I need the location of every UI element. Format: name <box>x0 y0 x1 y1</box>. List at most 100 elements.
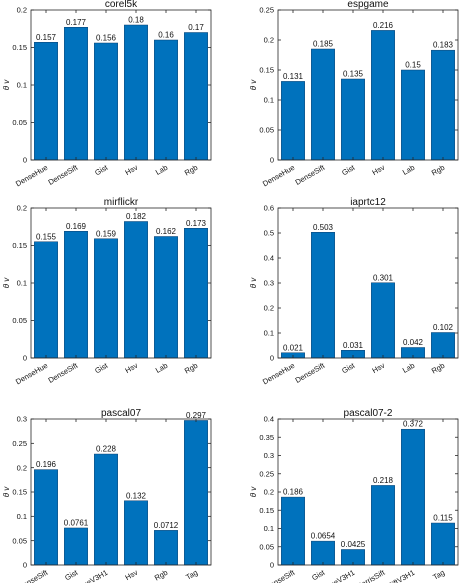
axes-box <box>30 9 212 161</box>
data-label: 0.115 <box>433 514 453 523</box>
data-label: 0.177 <box>66 18 87 27</box>
y-tick-label: 0.1 <box>264 524 274 533</box>
data-label: 0.17 <box>188 23 204 32</box>
y-tick-label: 0.1 <box>264 96 274 105</box>
x-tick-label: DenseHue <box>14 163 49 189</box>
bar <box>64 527 88 566</box>
y-tick-label: 0.2 <box>264 488 274 497</box>
y-axis-label: θ v <box>249 277 258 289</box>
y-tick-label: 0.2 <box>17 6 27 15</box>
y-tick-label: 0.25 <box>259 6 274 15</box>
y-tick-label: 0 <box>270 156 274 165</box>
y-tick-label: 0.6 <box>264 204 274 213</box>
x-tick-label: Hsv <box>371 361 387 375</box>
y-tick-label: 0.2 <box>17 204 27 213</box>
x-tick-label: DenseHue <box>14 361 49 387</box>
x-tick-label: Gist <box>93 162 110 177</box>
bar <box>124 500 148 566</box>
chart-panel: 0.131 0.185 0.135 0.216 0.15 0.183 0 0.05 0.1 0.1… <box>249 0 459 188</box>
data-label: 0.301 <box>373 273 394 282</box>
y-tick-label: 0.15 <box>12 43 27 52</box>
bar <box>431 522 455 566</box>
y-tick-label: 0.05 <box>259 126 274 135</box>
y-tick-label: 0.3 <box>264 279 274 288</box>
bar <box>94 238 118 359</box>
x-tick-label: DenseSift <box>17 567 50 583</box>
data-label: 0.216 <box>373 21 394 30</box>
x-tick-label: DenseSift <box>264 567 297 583</box>
chart-panel: 0.021 0.503 0.031 0.301 0.042 0.102 0 0.1 0.2 0.3… <box>249 197 459 387</box>
y-tick-label: 0.2 <box>17 463 27 472</box>
bar <box>184 32 208 161</box>
data-label: 0.102 <box>433 323 454 332</box>
bar <box>371 30 395 161</box>
chart-title: pascal07-2 <box>344 408 393 419</box>
axes-box <box>30 418 212 566</box>
data-label: 0.156 <box>96 34 117 43</box>
y-tick-label: 0.4 <box>264 254 274 263</box>
x-tick-label: DenseHue <box>261 361 296 387</box>
y-tick-label: 0.1 <box>264 329 274 338</box>
x-tick-label: Tag <box>184 568 199 582</box>
x-tick-label: Hsv <box>124 361 140 375</box>
bar <box>184 228 208 359</box>
bar <box>371 282 395 359</box>
y-tick-label: 0.05 <box>12 536 27 545</box>
chart-title: espgame <box>347 0 389 10</box>
x-tick-label: Rgb <box>430 163 446 178</box>
x-tick-label: Lab <box>154 163 169 177</box>
chart-title: iaprtc12 <box>350 197 386 208</box>
y-tick-label: 0 <box>23 561 27 570</box>
x-tick-label: DenseSift <box>294 360 327 385</box>
y-tick-label: 0.3 <box>264 451 274 460</box>
data-label: 0.18 <box>128 16 144 25</box>
y-tick-label: 0.05 <box>259 542 274 551</box>
data-label: 0.132 <box>126 491 147 500</box>
data-label: 0.162 <box>156 227 177 236</box>
y-tick-label: 0.5 <box>264 229 274 238</box>
x-tick-label: Rgb <box>430 361 446 376</box>
axes-box <box>277 9 459 161</box>
data-label: 0.503 <box>313 223 334 232</box>
y-tick-label: 0.4 <box>264 415 274 424</box>
y-tick-label: 0.1 <box>17 512 27 521</box>
x-tick-label: Gist <box>340 162 357 177</box>
x-tick-label: Hsv <box>371 163 387 177</box>
x-tick-label: Gist <box>310 567 327 582</box>
y-tick-label: 0.15 <box>259 66 274 75</box>
x-tick-label: HarrisSift <box>355 567 387 583</box>
data-label: 0.155 <box>36 232 57 241</box>
x-tick-label: Hsv <box>124 568 140 582</box>
chart-title: corel5k <box>105 0 138 10</box>
data-label: 0.042 <box>403 338 424 347</box>
y-tick-label: 0.3 <box>17 415 27 424</box>
bar <box>64 27 88 161</box>
data-label: 0.169 <box>66 222 87 231</box>
data-label: 0.372 <box>403 420 424 429</box>
chart-panel: 0.155 0.169 0.159 0.182 0.162 0.173 0 0.05 0.1 0.… <box>2 197 212 387</box>
bar <box>371 485 395 566</box>
bar <box>124 24 148 161</box>
data-label: 0.0425 <box>341 540 366 549</box>
data-label: 0.173 <box>186 219 207 228</box>
axes-box <box>277 418 459 566</box>
x-tick-label: DenseSift <box>47 360 80 385</box>
data-label: 0.228 <box>96 445 117 454</box>
y-tick-label: 0.05 <box>12 118 27 127</box>
y-tick-label: 0 <box>23 354 27 363</box>
bar <box>401 69 425 161</box>
y-tick-label: 0.35 <box>259 433 274 442</box>
bar <box>154 39 178 161</box>
data-label: 0.0654 <box>311 532 336 541</box>
x-tick-label: Gist <box>340 360 357 375</box>
y-axis-label: θ v <box>2 79 11 91</box>
bar <box>431 49 455 161</box>
y-tick-label: 0.15 <box>12 488 27 497</box>
y-tick-label: 0.05 <box>12 316 27 325</box>
bar <box>311 48 335 161</box>
y-tick-label: 0.1 <box>17 279 27 288</box>
data-label: 0.218 <box>373 476 394 485</box>
bar <box>401 428 425 566</box>
bar <box>311 540 335 566</box>
bar <box>94 453 118 566</box>
